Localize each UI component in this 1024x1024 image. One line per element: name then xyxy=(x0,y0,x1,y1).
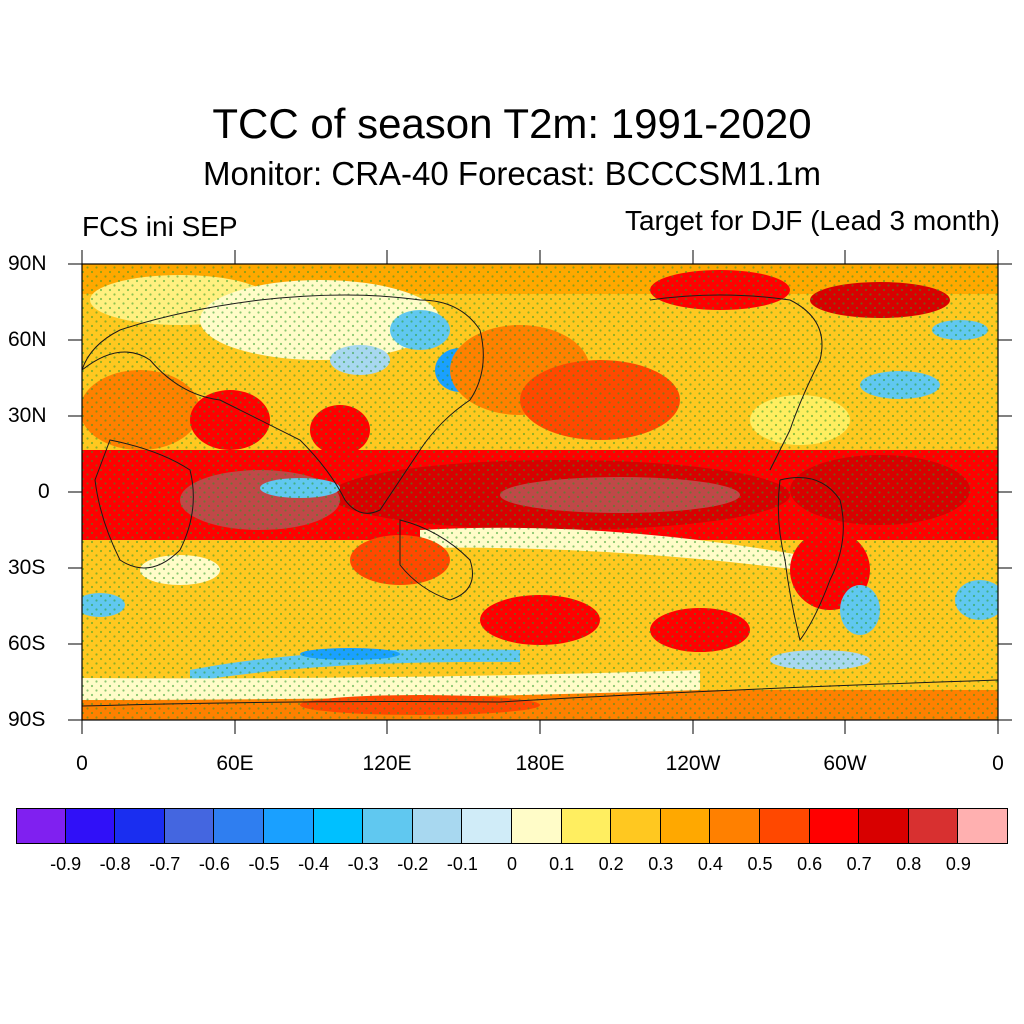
colorbar-tick-label: -0.6 xyxy=(198,854,230,874)
colorbar-tick-label: -0.5 xyxy=(248,854,280,874)
lon-label: 120W xyxy=(665,752,721,775)
left-label: FCS ini SEP xyxy=(82,211,238,242)
lon-label: 60W xyxy=(823,752,867,775)
colorbar-tick-label: -0.2 xyxy=(397,854,429,874)
lat-label: 90S xyxy=(8,708,46,731)
colorbar-tick-label: 0.3 xyxy=(648,854,674,874)
lon-label: 0 xyxy=(992,752,1004,775)
colorbar-tick-label: 0.9 xyxy=(945,854,971,874)
colorbar-swatch xyxy=(809,808,860,844)
colorbar xyxy=(16,808,1008,844)
colorbar-tick-label: -0.4 xyxy=(298,854,330,874)
colorbar-tick-label: 0.7 xyxy=(846,854,872,874)
colorbar-tick-label: 0.5 xyxy=(747,854,773,874)
colorbar-tick-label: 0 xyxy=(506,854,518,874)
colorbar-swatch xyxy=(611,808,661,844)
lat-label: 0 xyxy=(38,480,50,503)
colorbar-swatch xyxy=(859,808,909,844)
colorbar-tick-label: 0.6 xyxy=(797,854,823,874)
colorbar-swatch xyxy=(313,808,364,844)
colorbar-swatch xyxy=(164,808,215,844)
colorbar-swatch xyxy=(561,808,612,844)
colorbar-swatch xyxy=(412,808,463,844)
chart-subtitle: Monitor: CRA-40 Forecast: BCCCSM1.1m xyxy=(203,155,821,192)
lon-label: 120E xyxy=(362,752,412,775)
colorbar-swatch xyxy=(214,808,264,844)
colorbar-tick-label: 0.8 xyxy=(896,854,922,874)
colorbar-swatch xyxy=(263,808,314,844)
lat-label: 60S xyxy=(8,632,46,655)
lat-label: 30N xyxy=(8,404,47,427)
colorbar-tick-label: -0.3 xyxy=(347,854,379,874)
colorbar-swatch xyxy=(710,808,760,844)
colorbar-swatch xyxy=(462,808,512,844)
colorbar-swatch xyxy=(511,808,562,844)
colorbar-tick-label: -0.7 xyxy=(149,854,181,874)
colorbar-tick-label: 0.4 xyxy=(697,854,723,874)
lat-label: 90N xyxy=(8,252,47,275)
colorbar-swatch xyxy=(660,808,711,844)
colorbar-tick-label: -0.9 xyxy=(50,854,82,874)
lon-label: 180E xyxy=(515,752,565,775)
map-field xyxy=(82,264,998,720)
colorbar-tick-label: -0.1 xyxy=(446,854,478,874)
colorbar-swatch xyxy=(759,808,810,844)
colorbar-tick-label: 0.2 xyxy=(598,854,624,874)
colorbar-swatch xyxy=(908,808,959,844)
lat-label: 60N xyxy=(8,328,47,351)
colorbar-swatch xyxy=(958,808,1008,844)
colorbar-swatch xyxy=(115,808,165,844)
colorbar-swatch xyxy=(65,808,116,844)
lon-label: 60E xyxy=(216,752,254,775)
lon-label: 0 xyxy=(76,752,88,775)
lat-label: 30S xyxy=(8,556,46,579)
colorbar-tick-label: -0.8 xyxy=(99,854,131,874)
right-label: Target for DJF (Lead 3 month) xyxy=(624,205,1000,236)
colorbar-tick-label: 0.1 xyxy=(549,854,575,874)
colorbar-swatch xyxy=(363,808,413,844)
colorbar-swatch xyxy=(16,808,66,844)
chart-title: TCC of season T2m: 1991-2020 xyxy=(212,100,812,147)
